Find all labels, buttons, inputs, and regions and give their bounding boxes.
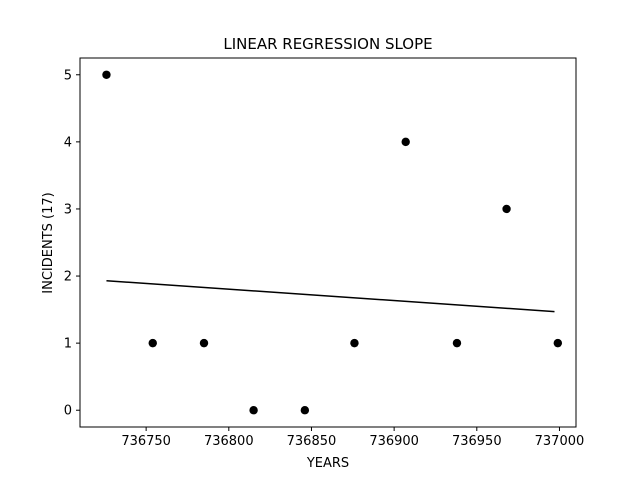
chart-title: LINEAR REGRESSION SLOPE bbox=[223, 35, 432, 53]
x-tick-label: 736900 bbox=[369, 434, 419, 449]
data-point bbox=[102, 70, 111, 79]
data-point bbox=[502, 204, 511, 214]
data-point bbox=[452, 338, 462, 348]
y-tick-label: 2 bbox=[64, 270, 72, 285]
y-tick-label: 0 bbox=[64, 404, 72, 419]
x-tick-label: 736800 bbox=[204, 434, 254, 449]
data-point bbox=[401, 137, 410, 147]
x-tick-label: 736750 bbox=[121, 434, 171, 449]
y-tick-label: 1 bbox=[64, 337, 72, 352]
data-point bbox=[148, 338, 157, 348]
x-tick-label: 737000 bbox=[535, 434, 585, 449]
x-tick-label: 736850 bbox=[287, 434, 337, 449]
regression-line bbox=[106, 279, 555, 313]
y-tick-label: 4 bbox=[64, 135, 72, 150]
x-axis: 736750 736800 736850 736900 736950 737000 bbox=[121, 427, 584, 449]
y-tick-label: 5 bbox=[64, 68, 72, 83]
x-axis-title: YEARS bbox=[306, 456, 349, 471]
data-point bbox=[553, 338, 563, 348]
data-point bbox=[350, 338, 359, 348]
axes-frame bbox=[79, 57, 577, 428]
y-axis-title: INCIDENTS (17) bbox=[41, 192, 56, 293]
plot-area bbox=[102, 70, 563, 415]
x-tick-label: 736950 bbox=[452, 434, 502, 449]
data-point bbox=[300, 406, 310, 415]
data-point bbox=[199, 338, 209, 348]
y-axis: 0 1 2 3 4 5 bbox=[64, 68, 80, 419]
y-tick-label: 3 bbox=[64, 202, 72, 217]
data-point bbox=[249, 406, 258, 415]
